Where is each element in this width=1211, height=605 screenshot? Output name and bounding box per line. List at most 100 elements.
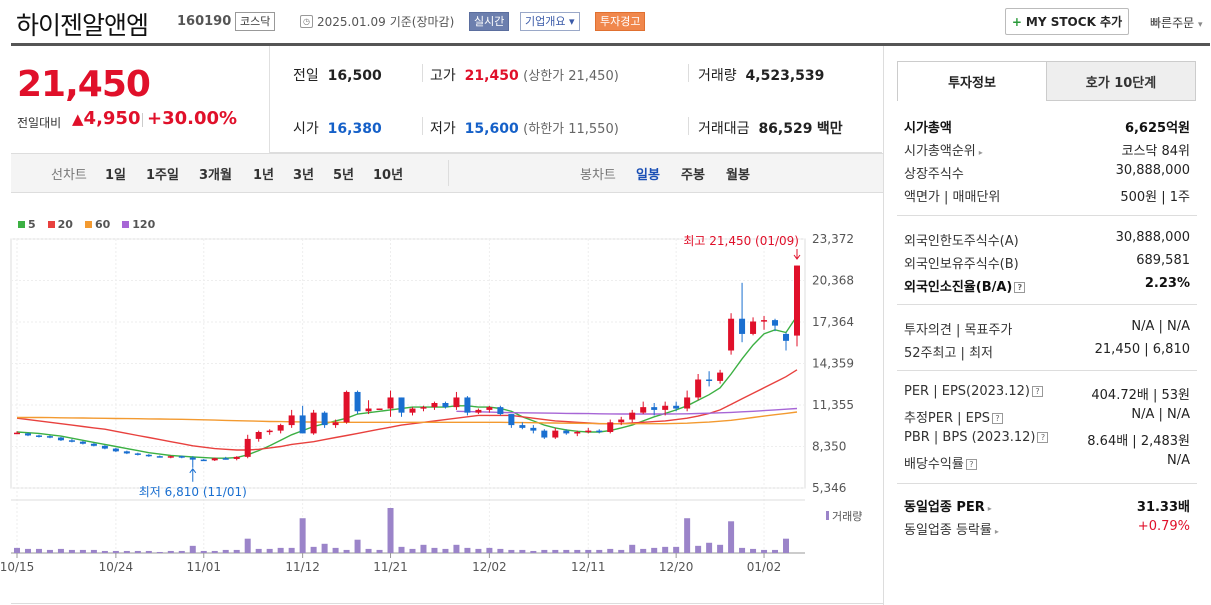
divider (897, 483, 1197, 484)
volume-bar (35, 548, 42, 553)
prev-label: 전일 (293, 68, 319, 84)
info-key: 투자의견 | 목표주가 (904, 323, 1013, 338)
volume-bar (134, 550, 141, 553)
candle-body (79, 441, 86, 444)
divider (142, 113, 143, 127)
realtime-button[interactable]: 실시간 (469, 12, 510, 31)
candle-body (68, 440, 75, 442)
chevron-down-icon: ▾ (1198, 20, 1203, 30)
info-row: PER | EPS(2023.12)? 404.72배 | 53원 (904, 384, 1190, 403)
info-key: PER | EPS(2023.12)? (904, 384, 1043, 403)
tab-invest-info[interactable]: 투자정보 (897, 61, 1047, 101)
help-icon[interactable]: ? (965, 459, 977, 470)
candle-body (299, 415, 306, 434)
info-value: 2.23% (1144, 276, 1190, 291)
period-3m[interactable]: 3개월 (199, 168, 232, 183)
volume-bar (541, 549, 548, 553)
info-value: 21,450 | 6,810 (1094, 342, 1190, 357)
company-overview-label: 기업개요 (525, 15, 566, 28)
period-1d[interactable]: 1일 (105, 168, 127, 183)
volume-bar (585, 549, 592, 553)
volume-bar (178, 550, 185, 553)
company-overview-button[interactable]: 기업개요 ▾ (520, 12, 580, 31)
period-1w[interactable]: 1주일 (146, 168, 179, 183)
x-tick-label: 10/24 (99, 560, 134, 574)
info-row: 투자의견 | 목표주가 N/A | N/A (904, 319, 1190, 338)
volume-bar (310, 546, 317, 553)
info-row: PBR | BPS (2023.12)? 8.64배 | 2,483원 (904, 430, 1190, 449)
candle-body (475, 409, 482, 413)
candle-body (541, 430, 548, 438)
trade-amount: 거래대금 86,529 백만 (698, 118, 843, 138)
volume-bar (321, 543, 328, 553)
volume-bar (14, 547, 20, 553)
volume-bar (277, 547, 284, 553)
high-value: 21,450 (464, 68, 519, 84)
volume-bar (79, 549, 86, 553)
help-icon[interactable]: ? (991, 413, 1003, 424)
candle-body (519, 425, 526, 428)
chevron-right-icon[interactable]: ▸ (994, 527, 999, 536)
info-row: 52주최고 | 최저 21,450 | 6,810 (904, 342, 1190, 361)
candle-body (607, 422, 614, 433)
info-key: 52주최고 | 최저 (904, 346, 993, 361)
volume-bar (552, 549, 559, 553)
help-icon[interactable]: ? (1031, 386, 1043, 397)
amount-label: 거래대금 (698, 121, 750, 137)
volume-bar (673, 546, 680, 553)
change-label: 전일대비 (17, 116, 62, 130)
candle-body (486, 407, 493, 410)
info-row: 상장주식수 30,888,000 (904, 163, 1190, 182)
tab-orderbook[interactable]: 호가 10단계 (1046, 61, 1196, 101)
info-key: 배당수익률? (904, 453, 977, 472)
amount-unit: 백만 (816, 121, 843, 137)
info-value: N/A | N/A (1131, 407, 1190, 422)
quick-order-link[interactable]: 빠른주문 ▾ (1150, 14, 1203, 31)
candle-body (717, 372, 724, 381)
period-1y[interactable]: 1년 (253, 168, 275, 183)
volume-bar (475, 548, 482, 553)
candle-body (156, 456, 163, 458)
volume-bar (145, 550, 152, 553)
add-mystock-button[interactable]: + MY STOCK 추가 (1005, 8, 1129, 35)
info-key: 동일업종 PER ▸ (904, 500, 992, 515)
chevron-right-icon[interactable]: ▸ (978, 148, 983, 157)
add-mystock-label: MY STOCK 추가 (1025, 15, 1123, 29)
candle-daily[interactable]: 일봉 (636, 168, 660, 183)
divider (422, 64, 423, 82)
date-info: ◷ 2025.01.09 기준(장마감) (300, 12, 454, 31)
ma60-line (17, 411, 798, 425)
candle-body (233, 456, 240, 459)
stock-name: 하이젠알앤엠 (16, 11, 149, 40)
volume-value: 4,523,539 (745, 68, 825, 84)
volume-bar (354, 539, 361, 553)
info-value: N/A (1167, 453, 1190, 468)
volume-bar (761, 549, 768, 553)
help-icon[interactable]: ? (1037, 432, 1049, 443)
candle-body (497, 407, 504, 415)
candle-monthly[interactable]: 월봉 (726, 168, 750, 183)
period-3y[interactable]: 3년 (293, 168, 315, 183)
legend-ma20: 20 (47, 218, 73, 231)
info-row: 시가총액 6,625억원 (904, 117, 1190, 136)
chevron-down-icon: ▾ (568, 15, 575, 28)
ma120-line (456, 407, 798, 415)
stock-code: 160190 (177, 14, 232, 29)
candle-body (794, 265, 800, 336)
chevron-right-icon[interactable]: ▸ (987, 504, 992, 513)
volume-bar (728, 521, 735, 553)
volume-bar (695, 545, 702, 553)
info-key: 동일업종 등락률 ▸ (904, 523, 999, 538)
y-tick-label: 14,359 (812, 357, 854, 371)
price-chart[interactable]: 23,372 20,368 17,364 14,359 11,355 8,350 5,346… (0, 0, 883, 605)
candle-body (123, 451, 130, 454)
volume-bar (398, 546, 405, 553)
divider (688, 117, 689, 135)
period-5y[interactable]: 5년 (333, 168, 355, 183)
candle-body (552, 430, 559, 438)
candle-body (574, 432, 581, 434)
high-label: 고가 (430, 68, 456, 84)
period-10y[interactable]: 10년 (373, 168, 404, 183)
candle-weekly[interactable]: 주봉 (681, 168, 705, 183)
help-icon[interactable]: ? (1014, 282, 1026, 293)
